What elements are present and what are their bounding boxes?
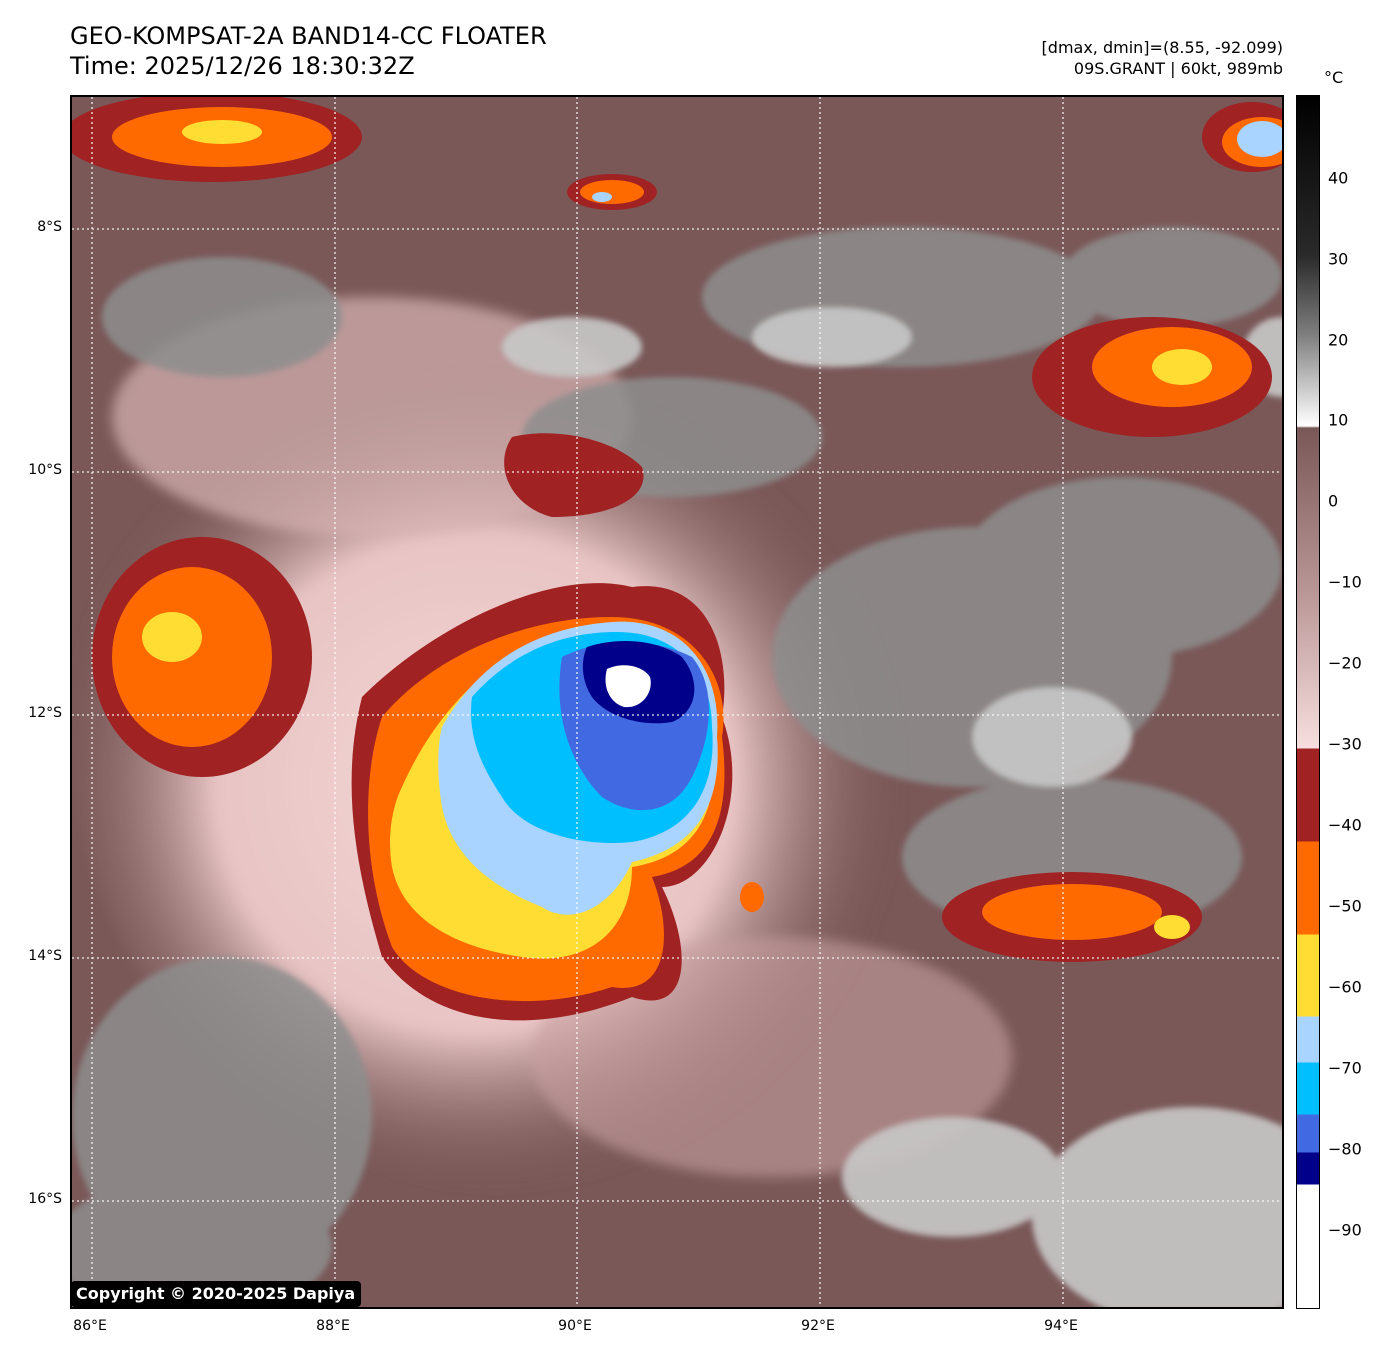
infrared-imagery — [72, 97, 1282, 1307]
lat-label-14s: 14°S — [28, 948, 62, 964]
colorbar-tick: −10 — [1328, 572, 1362, 592]
colorbar-tick: 30 — [1328, 249, 1349, 269]
colorbar-unit: °C — [1324, 68, 1344, 87]
lon-label-90e: 90°E — [558, 1318, 592, 1334]
graticule — [72, 97, 1282, 1307]
lat-label-16s: 16°S — [28, 1191, 62, 1207]
colorbar-tick: 40 — [1328, 168, 1349, 188]
colorbar-tick: −60 — [1328, 977, 1362, 997]
colorbar-tick: 0 — [1328, 491, 1339, 511]
image-title: GEO-KOMPSAT-2A BAND14-CC FLOATER — [70, 22, 547, 50]
colorbar-tick: −50 — [1328, 896, 1362, 916]
lon-label-86e: 86°E — [73, 1318, 107, 1334]
image-time: Time: 2025/12/26 18:30:32Z — [70, 52, 415, 80]
lat-label-10s: 10°S — [28, 462, 62, 478]
lon-label-88e: 88°E — [316, 1318, 350, 1334]
colorbar-tick: −90 — [1328, 1220, 1362, 1240]
satellite-map — [70, 95, 1284, 1309]
lat-label-8s: 8°S — [37, 219, 62, 235]
colorbar-tick: 20 — [1328, 330, 1349, 350]
colorbar-tick: 10 — [1328, 410, 1349, 430]
lat-label-12s: 12°S — [28, 705, 62, 721]
copyright-badge: Copyright © 2020-2025 Dapiya — [71, 1281, 362, 1307]
lon-label-94e: 94°E — [1044, 1318, 1078, 1334]
range-info: [dmax, dmin]=(8.55, -92.099) — [1041, 38, 1283, 57]
colorbar-tick: −30 — [1328, 734, 1362, 754]
colorbar-tick: −40 — [1328, 815, 1362, 835]
colorbar-tick: −20 — [1328, 653, 1362, 673]
colorbar-tick: −70 — [1328, 1058, 1362, 1078]
lon-label-92e: 92°E — [801, 1318, 835, 1334]
colorbar — [1296, 95, 1320, 1309]
colorbar-tick: −80 — [1328, 1139, 1362, 1159]
storm-info: 09S.GRANT | 60kt, 989mb — [1073, 59, 1283, 78]
